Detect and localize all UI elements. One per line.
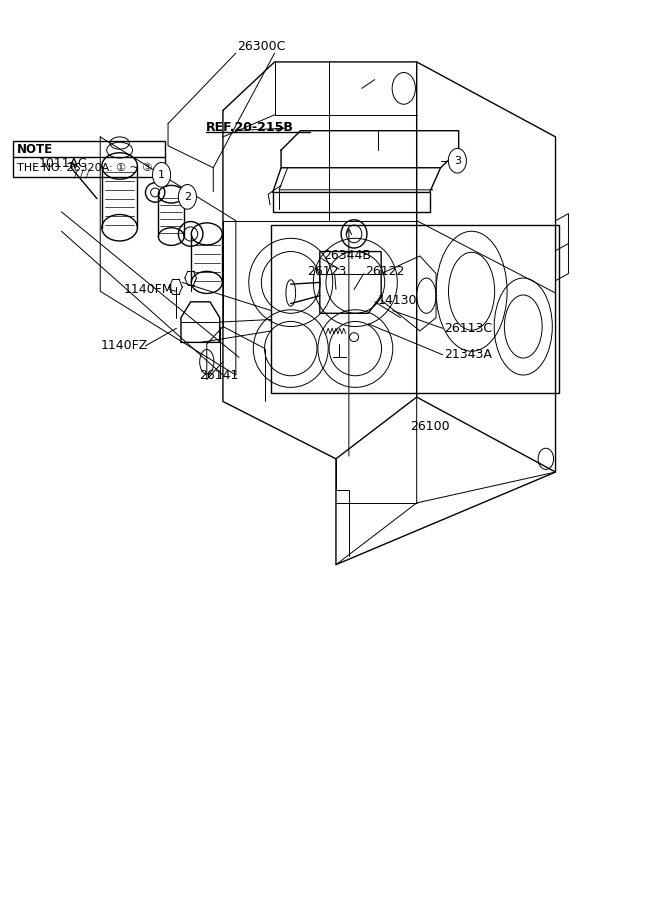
Text: NOTE: NOTE	[17, 143, 53, 156]
Text: 14130: 14130	[378, 293, 417, 307]
Text: 1: 1	[158, 170, 165, 180]
Circle shape	[448, 148, 467, 173]
Text: 26300C: 26300C	[237, 40, 286, 53]
Text: 21343A: 21343A	[444, 348, 492, 361]
Text: 26113C: 26113C	[444, 322, 492, 335]
Text: 1140FZ: 1140FZ	[100, 339, 148, 353]
Text: 26344B: 26344B	[323, 249, 371, 263]
Text: THE NO. 26320A: ① ~ ③: THE NO. 26320A: ① ~ ③	[17, 163, 152, 173]
Text: REF.20-215B: REF.20-215B	[206, 121, 293, 134]
Text: 2: 2	[184, 192, 191, 202]
Text: 3: 3	[454, 156, 461, 166]
Text: 26122: 26122	[365, 266, 405, 278]
Circle shape	[179, 184, 196, 209]
Circle shape	[152, 163, 171, 187]
Text: 1140FM: 1140FM	[124, 283, 173, 296]
Text: 26141: 26141	[199, 368, 239, 382]
Bar	[272, 225, 559, 392]
Text: 26123: 26123	[308, 266, 347, 278]
Text: 1011AC: 1011AC	[39, 157, 88, 170]
Text: 26100: 26100	[410, 419, 450, 433]
Bar	[13, 141, 165, 176]
